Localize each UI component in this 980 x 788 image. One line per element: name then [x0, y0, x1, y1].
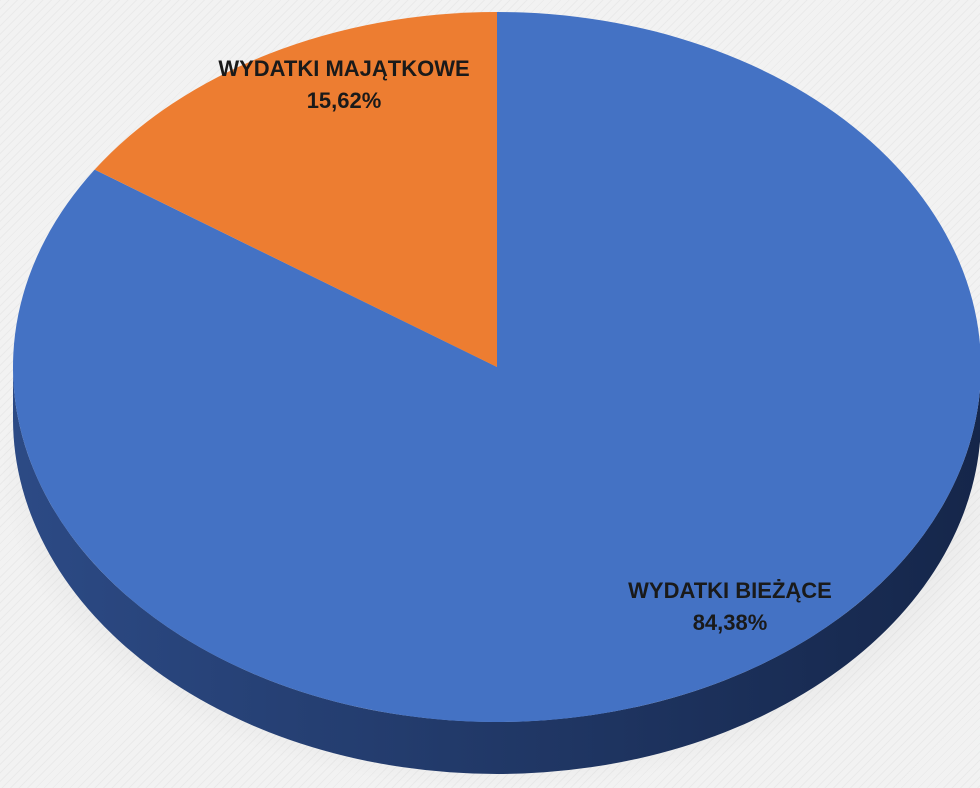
slice-name-label-2: WYDATKI MAJĄTKOWE: [218, 56, 469, 81]
slice-name-label-1: WYDATKI BIEŻĄCE: [628, 578, 832, 603]
pie-slice-2: [94, 11, 498, 367]
slice-value-label-1: 84,38%: [693, 610, 768, 635]
slice-value-label-2: 15,62%: [307, 88, 382, 113]
pie-slice-1: [13, 12, 980, 722]
